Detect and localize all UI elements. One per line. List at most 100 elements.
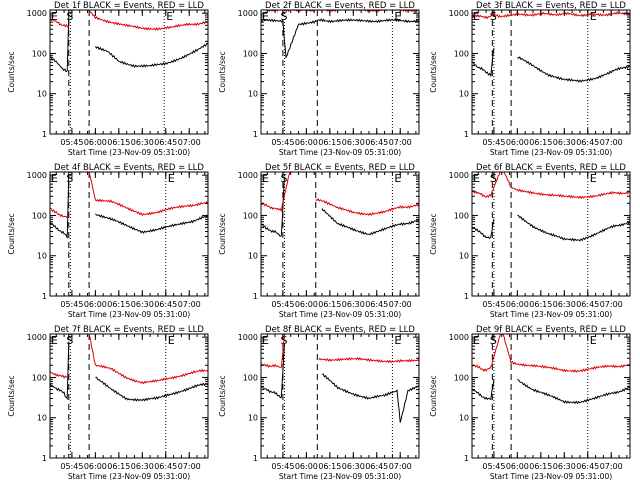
x-tick-label: 06:15 [529,138,552,147]
y-tick-label: 1000 [449,9,469,18]
y-tick-label: 10 [37,414,47,423]
series-line-lld [50,172,208,219]
x-tick-label: 06:45 [365,300,388,309]
series-line-events [261,342,419,423]
y-tick-label: 1 [464,130,469,139]
marker-label-start: S [66,172,73,185]
x-tick-label: 06:45 [576,462,599,471]
y-tick-label: 1 [464,292,469,301]
x-tick-label: 06:00 [295,462,318,471]
y-tick-label: 10 [37,90,47,99]
x-tick-label: 06:30 [553,138,576,147]
x-tick-label: 06:45 [154,462,177,471]
plot-frame [471,9,631,135]
y-tick-label: 100 [243,211,258,220]
marker-label-end-left: E [473,172,480,185]
plot-frame [260,171,420,297]
y-tick-label: 1 [42,454,47,463]
y-tick-label: 10 [37,252,47,261]
x-axis-label: Start Time (23-Nov-09 05:31:00) [490,148,612,157]
y-axis-label: Counts/sec [7,375,16,416]
x-tick-label: 06:30 [342,300,365,309]
y-axis-label: Counts/sec [429,51,438,92]
x-axis-label: Start Time (23-Nov-09 05:31:00) [279,148,401,157]
panel-title: Det 8f BLACK = Events, RED = LLD [265,325,415,335]
y-tick-label: 100 [32,373,47,382]
y-tick-label: 100 [243,373,258,382]
panel-title: Det 4f BLACK = Events, RED = LLD [54,163,204,173]
y-tick-label: 1000 [449,171,469,180]
series-line-lld [261,334,419,368]
series-line-lld [50,10,208,31]
x-axis-label: Start Time (23-Nov-09 05:31:00) [490,472,612,480]
x-tick-label: 05:45 [482,462,505,471]
panel-title: Det 1f BLACK = Events, RED = LLD [54,1,204,11]
y-tick-label: 10 [459,414,469,423]
marker-label-end-right: E [394,172,401,185]
marker-label-start: S [490,172,497,185]
marker-label-end-right: E [168,334,175,347]
x-tick-label: 06:00 [506,138,529,147]
marker-label-end-left: E [262,172,269,185]
y-axis-label: Counts/sec [218,51,227,92]
y-tick-label: 100 [454,373,469,382]
x-tick-label: 07:00 [389,138,412,147]
x-axis-label: Start Time (23-Nov-09 05:31:00) [68,310,190,319]
x-tick-label: 06:15 [318,462,341,471]
x-tick-label: 06:00 [295,300,318,309]
series-line-events [472,47,630,83]
marker-label-end-right: E [394,10,401,23]
series-line-events [50,341,208,402]
y-tick-label: 1000 [449,333,469,342]
y-tick-label: 100 [243,49,258,58]
x-tick-label: 07:00 [600,462,623,471]
x-tick-label: 07:00 [178,300,201,309]
plot-frame [471,333,631,459]
x-tick-label: 06:15 [318,138,341,147]
x-tick-label: 06:45 [154,300,177,309]
marker-label-start: S [66,334,73,347]
panel-title: Det 6f BLACK = Events, RED = LLD [476,163,626,173]
series-line-lld [50,334,208,385]
x-tick-label: 07:00 [178,462,201,471]
x-tick-label: 05:45 [271,300,294,309]
series-line-events [261,18,419,59]
y-tick-label: 10 [248,90,258,99]
series-line-lld [472,11,630,20]
x-tick-label: 06:15 [107,138,130,147]
panel-title: Det 9f BLACK = Events, RED = LLD [476,325,626,335]
y-axis-label: Counts/sec [429,375,438,416]
x-tick-label: 06:30 [131,138,154,147]
series-line-lld [261,172,419,217]
y-axis-label: Counts/sec [7,51,16,92]
x-tick-label: 05:45 [271,138,294,147]
x-tick-label: 06:15 [529,462,552,471]
series-line-events [50,15,208,73]
y-tick-label: 1000 [238,171,258,180]
marker-label-end-left: E [473,334,480,347]
marker-label-end-right: E [590,10,597,23]
marker-label-start: S [490,334,497,347]
x-tick-label: 06:45 [365,138,388,147]
plot-frame [49,171,209,297]
y-tick-label: 1000 [238,333,258,342]
marker-label-end-left: E [262,334,269,347]
marker-label-end-right: E [590,172,597,185]
y-tick-label: 1000 [27,333,47,342]
x-axis-label: Start Time (23-Nov-09 05:31:00) [490,310,612,319]
x-tick-label: 06:45 [154,138,177,147]
x-tick-label: 06:45 [365,462,388,471]
x-tick-label: 05:45 [482,138,505,147]
x-tick-label: 05:45 [60,138,83,147]
x-tick-label: 07:00 [600,138,623,147]
y-tick-label: 1 [253,292,258,301]
x-tick-label: 06:00 [84,300,107,309]
marker-label-end-right: E [166,10,173,23]
x-axis-label: Start Time (23-Nov-09 05:31:00) [68,472,190,480]
